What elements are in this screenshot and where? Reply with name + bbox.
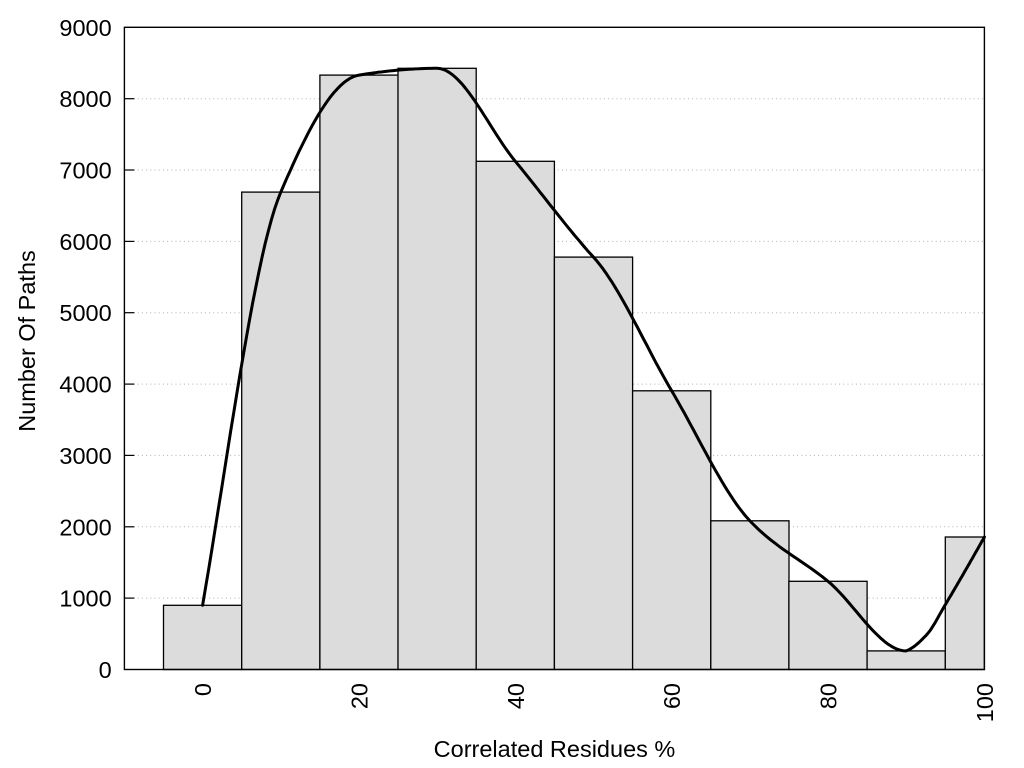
svg-text:40: 40 xyxy=(503,683,529,709)
svg-text:6000: 6000 xyxy=(59,229,111,255)
svg-text:0: 0 xyxy=(99,657,112,683)
svg-text:8000: 8000 xyxy=(59,86,111,112)
svg-text:9000: 9000 xyxy=(59,15,111,41)
svg-text:20: 20 xyxy=(347,683,373,709)
svg-text:7000: 7000 xyxy=(59,158,111,184)
svg-text:1000: 1000 xyxy=(59,586,111,612)
svg-text:100: 100 xyxy=(972,683,998,722)
svg-text:3000: 3000 xyxy=(59,443,111,469)
svg-text:Correlated Residues %: Correlated Residues % xyxy=(434,736,676,762)
svg-text:80: 80 xyxy=(816,683,842,709)
svg-text:0: 0 xyxy=(190,683,216,696)
svg-text:60: 60 xyxy=(659,683,685,709)
svg-text:Number Of Paths: Number Of Paths xyxy=(14,250,40,432)
svg-text:5000: 5000 xyxy=(59,300,111,326)
svg-text:4000: 4000 xyxy=(59,372,111,398)
svg-text:2000: 2000 xyxy=(59,514,111,540)
